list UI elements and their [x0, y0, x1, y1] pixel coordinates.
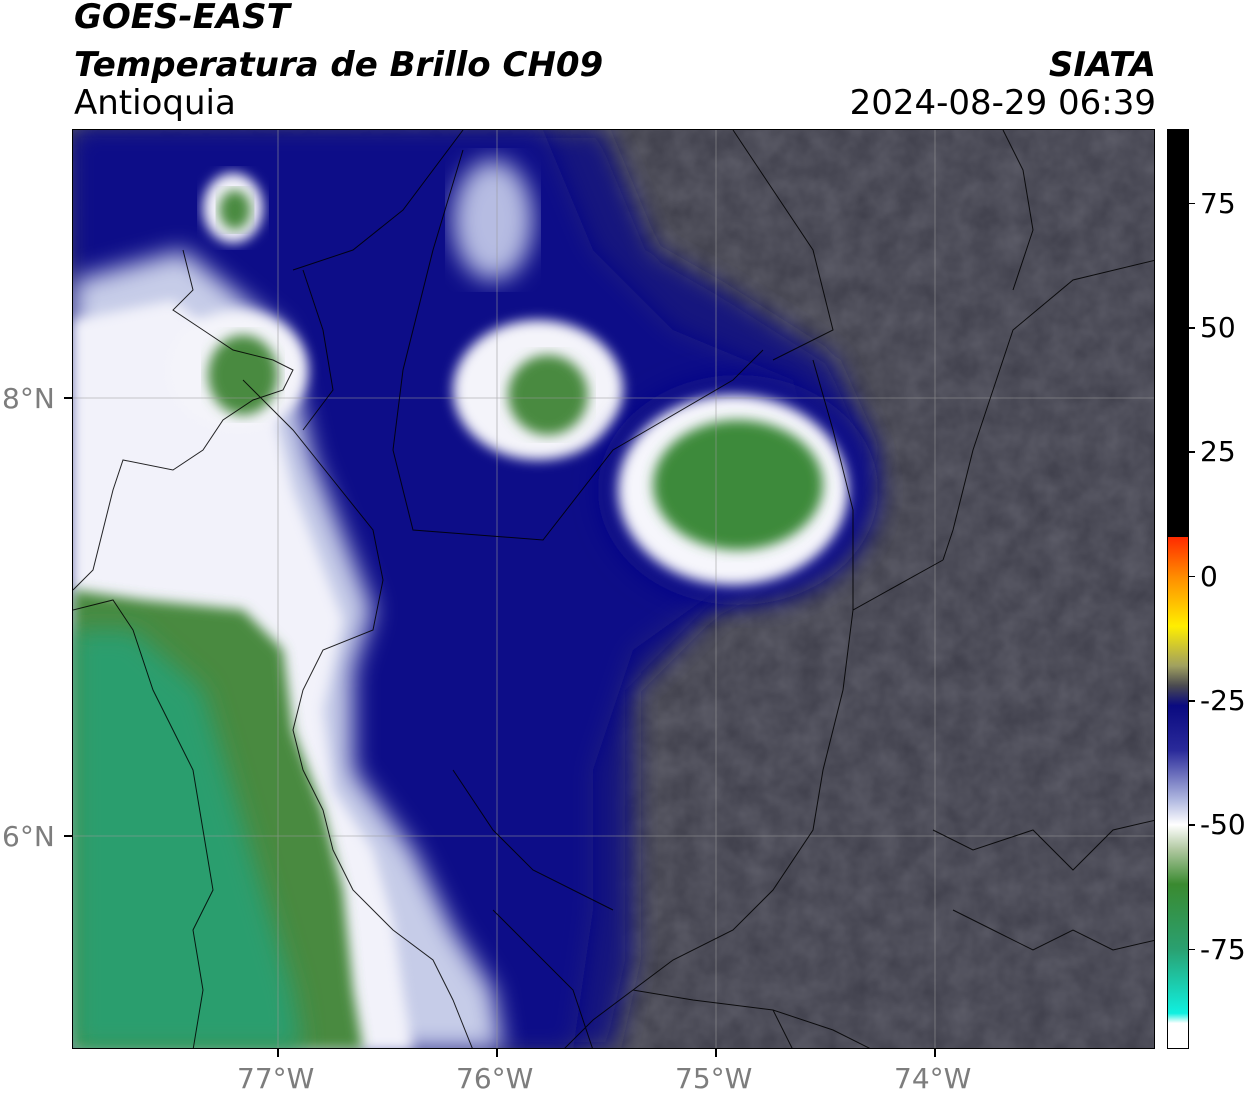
colorbar-tick [1189, 575, 1195, 578]
cold-region-southwest-core [73, 630, 303, 1048]
brightness-temperature-field [73, 130, 1154, 1048]
agency-label: SIATA [1048, 45, 1156, 85]
colorbar-tick-label: -50 [1200, 808, 1246, 842]
colorbar [1167, 129, 1189, 1049]
colorbar-tick [1189, 451, 1195, 453]
cell-small-north-core [219, 190, 251, 230]
x-label-77w: 77°W [237, 1062, 315, 1095]
x-label-75w: 75°W [675, 1062, 753, 1095]
boundary-atrato [73, 599, 214, 1048]
colorbar-tick-label: 75 [1200, 186, 1236, 220]
y-label-8n: 8°N [2, 382, 55, 415]
cell-central-core [508, 355, 588, 435]
colorbar-tick [1189, 202, 1195, 205]
y-label-6n: 6°N [2, 820, 55, 853]
coastline-uraba [73, 249, 294, 591]
cell-central-north-streak [453, 160, 533, 280]
satellite-title: GOES-EAST [74, 0, 290, 37]
colorbar-tick [1189, 948, 1195, 951]
boundary-north-east [1002, 130, 1034, 291]
x-tick-75w [715, 1049, 717, 1057]
boundary-bolivar [732, 130, 834, 361]
x-tick-77w [277, 1049, 279, 1057]
x-label-74w: 74°W [894, 1062, 972, 1095]
boundary-antioquia-west [242, 379, 473, 1048]
boundary-cordoba-south [302, 269, 334, 431]
boundary-santander [942, 259, 1154, 561]
boundary-choco-south [452, 769, 614, 911]
cell-northwest-core [208, 335, 278, 415]
boundary-tolima [772, 1009, 793, 1048]
region-label: Antioquia [74, 83, 236, 123]
colorbar-tick [1189, 824, 1195, 826]
x-tick-74w [934, 1049, 936, 1057]
boundary-cordoba [292, 130, 464, 271]
boundary-cundinamarca [952, 909, 1154, 951]
boundary-magdalena-river [812, 359, 944, 611]
colorbar-tick-label: 25 [1200, 435, 1236, 469]
y-tick-6n [64, 835, 72, 837]
cell-east-core [653, 420, 823, 550]
colorbar-tick [1189, 327, 1195, 329]
colorbar-tick-label: -25 [1200, 683, 1246, 717]
satellite-map[interactable] [72, 129, 1155, 1049]
colorbar-tick-label: 50 [1200, 310, 1236, 344]
boundary-boyaca [932, 819, 1154, 871]
y-tick-8n [64, 397, 72, 399]
x-tick-76w [496, 1049, 498, 1057]
colorbar-tick [1189, 700, 1195, 702]
boundary-antioquia-east [564, 609, 854, 1048]
product-title: Temperatura de Brillo CH09 [74, 45, 604, 85]
boundary-antioquia-north [392, 149, 764, 541]
x-label-76w: 76°W [456, 1062, 534, 1095]
colorbar-tick-label: 0 [1200, 559, 1218, 593]
boundary-risaralda [492, 909, 593, 1048]
admin-boundaries [73, 130, 1154, 1048]
graticule [73, 130, 1154, 1048]
colorbar-tick-label: -75 [1200, 932, 1246, 966]
timestamp-label: 2024-08-29 06:39 [849, 83, 1156, 123]
